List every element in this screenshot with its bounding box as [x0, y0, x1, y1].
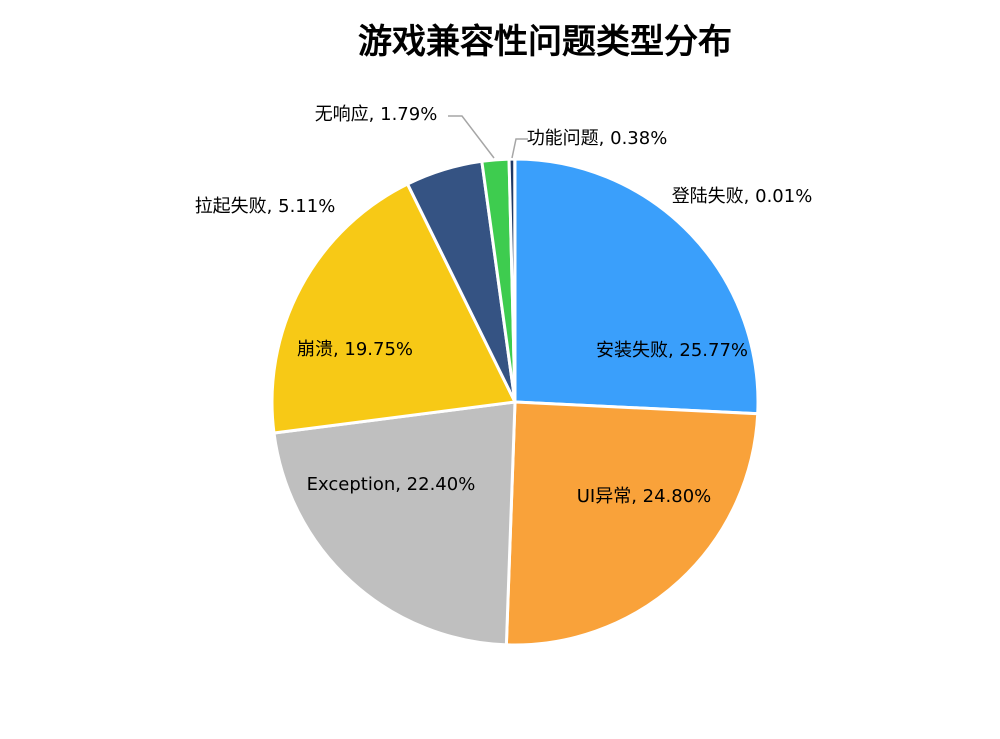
data-label-7: 登陆失败, 0.01%	[672, 186, 813, 207]
data-label-5: 无响应, 1.79%	[315, 104, 438, 125]
chart-title: 游戏兼容性问题类型分布	[358, 22, 732, 62]
data-label-0: 安装失败, 25.77%	[596, 340, 748, 361]
pie-slice-2	[272, 400, 517, 647]
data-label-2: Exception, 22.40%	[307, 474, 476, 495]
pie-slice-1	[504, 400, 760, 647]
data-label-6: 功能问题, 0.38%	[527, 128, 668, 149]
data-label-4: 拉起失败, 5.11%	[195, 196, 336, 217]
leader-line-5	[448, 115, 495, 159]
pie-slice-0	[513, 157, 760, 416]
data-label-1: UI异常, 24.80%	[577, 486, 712, 507]
leader-line-6	[511, 138, 528, 159]
pie-slice-3	[270, 182, 518, 435]
data-label-3: 崩溃, 19.75%	[297, 339, 413, 360]
